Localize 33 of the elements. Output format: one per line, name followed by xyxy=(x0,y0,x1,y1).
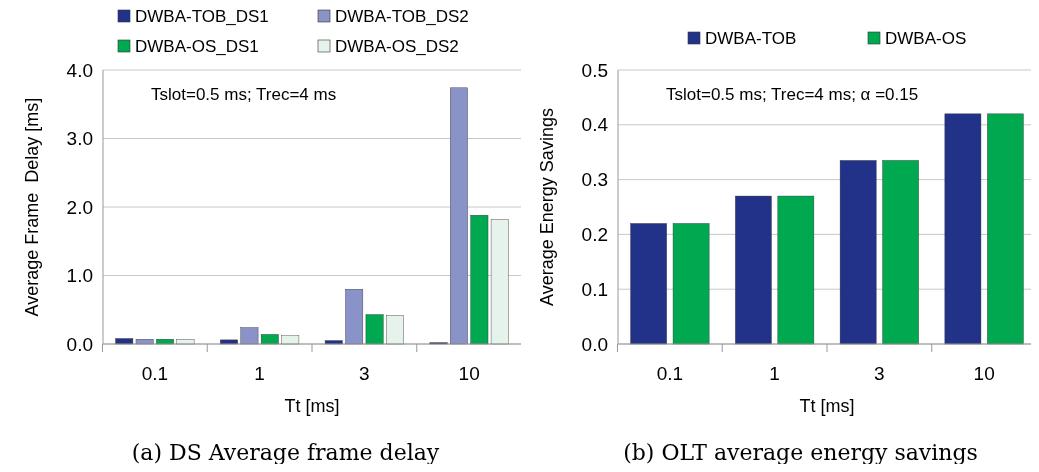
legend-label: DWBA-OS xyxy=(885,29,967,48)
y-tick-label: 2.0 xyxy=(66,196,93,218)
x-axis-title: Tt [ms] xyxy=(284,396,340,416)
x-tick-label: 1 xyxy=(254,363,265,384)
y-tick-label: 0.2 xyxy=(581,224,608,246)
x-tick-label: 3 xyxy=(874,363,885,384)
annotation: Tslot=0.5 ms; Trec=4 ms xyxy=(151,85,337,104)
y-axis-title: Average Frame Delay [ms] xyxy=(22,97,42,317)
x-tick-label: 0.1 xyxy=(141,363,169,384)
y-tick-label: 1.0 xyxy=(66,265,93,287)
x-tick-label: 0.1 xyxy=(656,363,684,384)
y-tick-label: 0.0 xyxy=(581,333,608,355)
y-axis-title: Average Energy Savings xyxy=(537,108,557,306)
y-tick-label: 4.0 xyxy=(66,59,93,81)
legend-label: DWBA-OS_DS1 xyxy=(135,37,259,56)
y-tick-label: 0.5 xyxy=(581,59,608,81)
annotation: Tslot=0.5 ms; Trec=4 ms; α =0.15 xyxy=(666,85,919,104)
legend-label: DWBA-TOB_DS1 xyxy=(135,7,269,26)
text: (a) DS Average frame delay xyxy=(131,440,440,465)
legend-label: DWBA-OS_DS2 xyxy=(335,37,459,56)
y-tick-label: 0.1 xyxy=(581,278,608,300)
legend-label: DWBA-TOB_DS2 xyxy=(335,7,469,26)
x-tick-label: 3 xyxy=(359,363,370,384)
y-tick-label: 0.3 xyxy=(581,169,608,191)
x-tick-label: 10 xyxy=(973,363,995,384)
x-axis-title: Tt [ms] xyxy=(799,396,855,416)
y-tick-label: 0.4 xyxy=(581,114,609,136)
text: (b) OLT average energy savings xyxy=(623,440,978,465)
x-tick-label: 1 xyxy=(769,363,780,384)
y-tick-label: 0.0 xyxy=(66,333,93,355)
legend-label: DWBA-TOB xyxy=(705,29,797,48)
y-tick-label: 3.0 xyxy=(66,128,93,150)
x-tick-label: 10 xyxy=(458,363,480,384)
